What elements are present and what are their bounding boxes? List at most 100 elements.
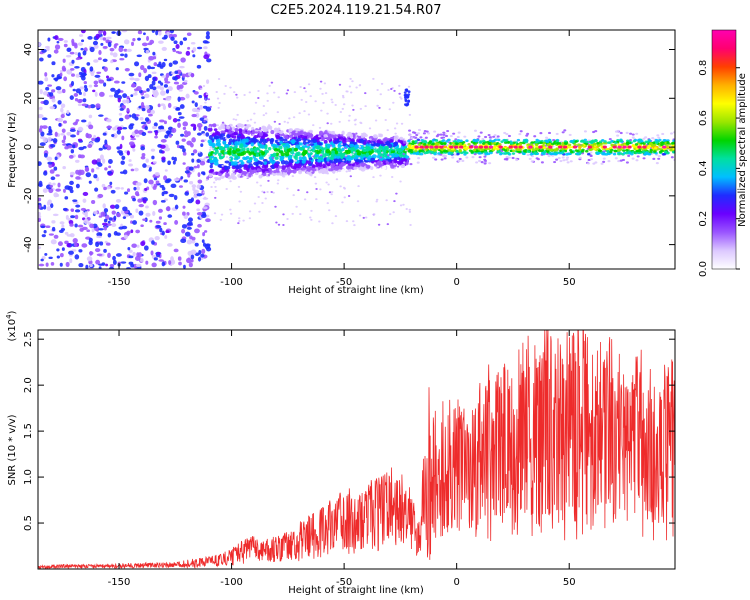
heatmap-blob	[219, 175, 225, 179]
heatmap-blob	[80, 72, 87, 77]
heatmap-blob	[179, 104, 185, 109]
heatmap-blob	[171, 127, 177, 133]
heatmap-blob	[45, 45, 50, 49]
heatmap-blob	[587, 145, 593, 149]
heatmap-blob	[79, 86, 85, 90]
heatmap-blob	[219, 218, 223, 221]
heatmap-blob	[204, 101, 207, 104]
heatmap-blob	[290, 139, 296, 144]
heatmap-blob	[209, 105, 212, 108]
heatmap-blob	[200, 143, 204, 148]
heatmap-blob	[206, 79, 210, 84]
heatmap-blob	[642, 145, 647, 149]
heatmap-blob	[325, 181, 328, 184]
heatmap-blob	[108, 266, 115, 269]
heatmap-blob	[358, 145, 362, 148]
heatmap-blob	[117, 97, 121, 103]
heatmap-blob	[74, 51, 78, 55]
heatmap-blob	[80, 119, 87, 123]
heatmap-blob	[144, 105, 150, 110]
heatmap-blob	[87, 36, 93, 40]
heatmap-blob	[98, 228, 104, 231]
heatmap-blob	[594, 130, 598, 133]
heatmap-blob	[379, 93, 382, 96]
heatmap-blob	[359, 121, 362, 124]
heatmap-blob	[147, 130, 153, 134]
heatmap-blob	[376, 150, 381, 154]
heatmap-blob	[238, 128, 243, 133]
heatmap-blob	[180, 238, 187, 244]
heatmap-blob	[69, 233, 75, 238]
heatmap-blob	[190, 42, 196, 45]
heatmap-blob	[249, 137, 255, 143]
heatmap-blob	[305, 101, 308, 104]
heatmap-blob	[73, 242, 78, 248]
heatmap-blob	[456, 139, 461, 142]
heatmap-blob	[152, 77, 157, 81]
heatmap-blob	[110, 52, 114, 56]
heatmap-blob	[528, 157, 532, 160]
heatmap-blob	[642, 157, 646, 160]
heatmap-blob	[202, 84, 206, 87]
heatmap-blob	[625, 141, 630, 144]
heatmap-blob	[394, 153, 399, 158]
heatmap-blob	[266, 92, 269, 95]
heatmap-blob	[232, 149, 237, 155]
heatmap-blob	[203, 120, 206, 123]
heatmap-blob	[252, 134, 255, 137]
heatmap-blob	[627, 145, 632, 149]
heatmap-blob	[60, 107, 64, 113]
heatmap-blob	[644, 136, 648, 139]
heatmap-blob	[177, 51, 183, 55]
colorbar-tick-label: 0.4	[698, 160, 709, 176]
heatmap-blob	[612, 145, 617, 149]
heatmap-blob	[130, 263, 135, 268]
heatmap-blob	[419, 145, 424, 149]
heatmap-blob	[561, 150, 566, 153]
heatmap-blob	[418, 149, 423, 153]
heatmap-blob	[199, 158, 202, 161]
heatmap-blob	[481, 138, 485, 141]
heatmap-blob	[284, 151, 290, 157]
heatmap-blob	[390, 87, 393, 90]
heatmap-blob	[393, 127, 397, 130]
heatmap-blob	[393, 89, 396, 92]
heatmap-blob	[437, 152, 441, 155]
heatmap-blob	[407, 100, 411, 103]
snr-y-axis-label: SNR (10 * v/v)	[7, 414, 18, 485]
heatmap-blob	[193, 125, 197, 131]
heatmap-blob	[478, 156, 482, 159]
heatmap-blob	[194, 102, 198, 108]
heatmap-blob	[177, 118, 181, 122]
heatmap-blob	[275, 221, 278, 224]
heatmap-blob	[179, 65, 185, 69]
heatmap-blob	[378, 106, 381, 109]
heatmap-blob	[279, 136, 284, 141]
heatmap-blob	[323, 134, 328, 138]
heatmap-blob	[342, 96, 345, 99]
heatmap-blob	[70, 208, 75, 212]
heatmap-blob	[224, 160, 230, 164]
heatmap-blob	[328, 191, 332, 194]
heatmap-blob	[342, 142, 347, 146]
y-tick-label: 2.0	[23, 377, 34, 393]
heatmap-blob	[213, 161, 219, 166]
heatmap-blob	[317, 159, 322, 163]
heatmap-blob	[329, 144, 333, 147]
heatmap-blob	[480, 161, 484, 164]
heatmap-blob	[321, 92, 324, 95]
heatmap-blob	[547, 131, 551, 135]
heatmap-blob	[665, 143, 669, 147]
heatmap-blob	[646, 152, 651, 156]
heatmap-blob	[205, 106, 212, 112]
heatmap-blob	[155, 224, 162, 229]
heatmap-blob	[86, 256, 93, 262]
heatmap-blob	[585, 149, 589, 153]
heatmap-blob	[197, 46, 203, 50]
heatmap-blob	[226, 125, 229, 128]
heatmap-blob	[84, 211, 88, 216]
heatmap-blob	[172, 49, 177, 53]
heatmap-blob	[447, 149, 451, 152]
heatmap-blob	[93, 173, 98, 179]
heatmap-blob	[204, 230, 208, 233]
